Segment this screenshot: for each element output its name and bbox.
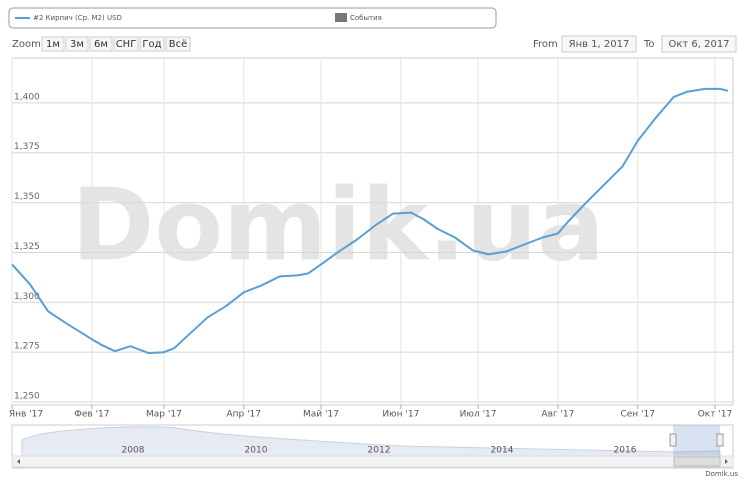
- y-tick-label: 1,375: [14, 142, 40, 152]
- to-value[interactable]: Окт 6, 2017: [668, 39, 729, 50]
- zoom-button[interactable]: [65, 36, 89, 52]
- scrollbar-thumb[interactable]: [673, 456, 721, 467]
- zoom-button-label[interactable]: Всё: [169, 39, 188, 50]
- x-tick-label: Окт '17: [698, 410, 733, 420]
- navigator-label: 2016: [614, 446, 637, 456]
- zoom-buttons: 1м 3м 6м СНГ Год Всё: [41, 36, 191, 52]
- from-label: From: [533, 39, 558, 50]
- x-tick-label: Фев '17: [74, 410, 109, 420]
- x-tick-label: Сен '17: [620, 410, 655, 420]
- x-tick-label: Июн '17: [382, 410, 419, 420]
- navigator-label: 2008: [122, 446, 145, 456]
- legend-label[interactable]: #2 Кирпич (Ср. М2) USD: [33, 14, 122, 22]
- zoom-label: Zoom: [12, 39, 41, 50]
- zoom-button-label[interactable]: 3м: [70, 39, 84, 50]
- scrollbar[interactable]: [11, 455, 734, 468]
- navigator-label: 2014: [491, 446, 514, 456]
- watermark: Domik.ua: [71, 166, 604, 283]
- y-tick-label: 1,250: [14, 392, 40, 402]
- zoom-button[interactable]: [41, 36, 65, 52]
- navigator-handle[interactable]: [716, 433, 724, 447]
- y-tick-label: 1,400: [14, 92, 40, 102]
- from-input[interactable]: [561, 35, 637, 53]
- zoom-button-label[interactable]: 6м: [94, 39, 108, 50]
- zoom-button-label[interactable]: 1м: [46, 39, 60, 50]
- y-tick-label: 1,300: [14, 292, 40, 302]
- zoom-button[interactable]: [139, 36, 165, 52]
- plot: [11, 87, 729, 355]
- navigator-labels: 2008 2010 2012 2014 2016: [122, 446, 637, 456]
- zoom-button[interactable]: [113, 36, 139, 52]
- to-input[interactable]: [661, 35, 737, 53]
- navigator-label: 2012: [368, 446, 391, 456]
- y-tick-label: 1,275: [14, 342, 40, 352]
- x-tick-label: Май '17: [303, 410, 339, 420]
- zoom-button[interactable]: [89, 36, 113, 52]
- zoom-button-label[interactable]: Год: [142, 39, 161, 50]
- x-tick-label: Авг '17: [541, 410, 574, 420]
- navigator-label: 2010: [245, 446, 268, 456]
- x-tick-label: Июл '17: [460, 410, 497, 420]
- x-tick-label: Янв '17: [9, 410, 43, 420]
- x-tick-label: Мар '17: [146, 410, 182, 420]
- credit[interactable]: Domik.us: [705, 470, 738, 478]
- zoom-button[interactable]: [165, 36, 191, 52]
- y-tick-label: 1,325: [14, 242, 40, 252]
- events-swatch: [335, 13, 347, 22]
- from-value[interactable]: Янв 1, 2017: [569, 39, 630, 50]
- zoom-button-label[interactable]: СНГ: [116, 39, 137, 50]
- y-tick-label: 1,350: [14, 192, 40, 202]
- navigator-handle[interactable]: [669, 433, 677, 447]
- grid: 1,250 1,275 1,300 1,325 1,350 1,375 1,400 Янв '…: [9, 57, 734, 420]
- events-label[interactable]: События: [350, 14, 382, 22]
- series-line: [11, 87, 729, 355]
- to-label: To: [643, 39, 655, 50]
- legend-box: [8, 7, 497, 29]
- x-tick-label: Апр '17: [226, 410, 261, 420]
